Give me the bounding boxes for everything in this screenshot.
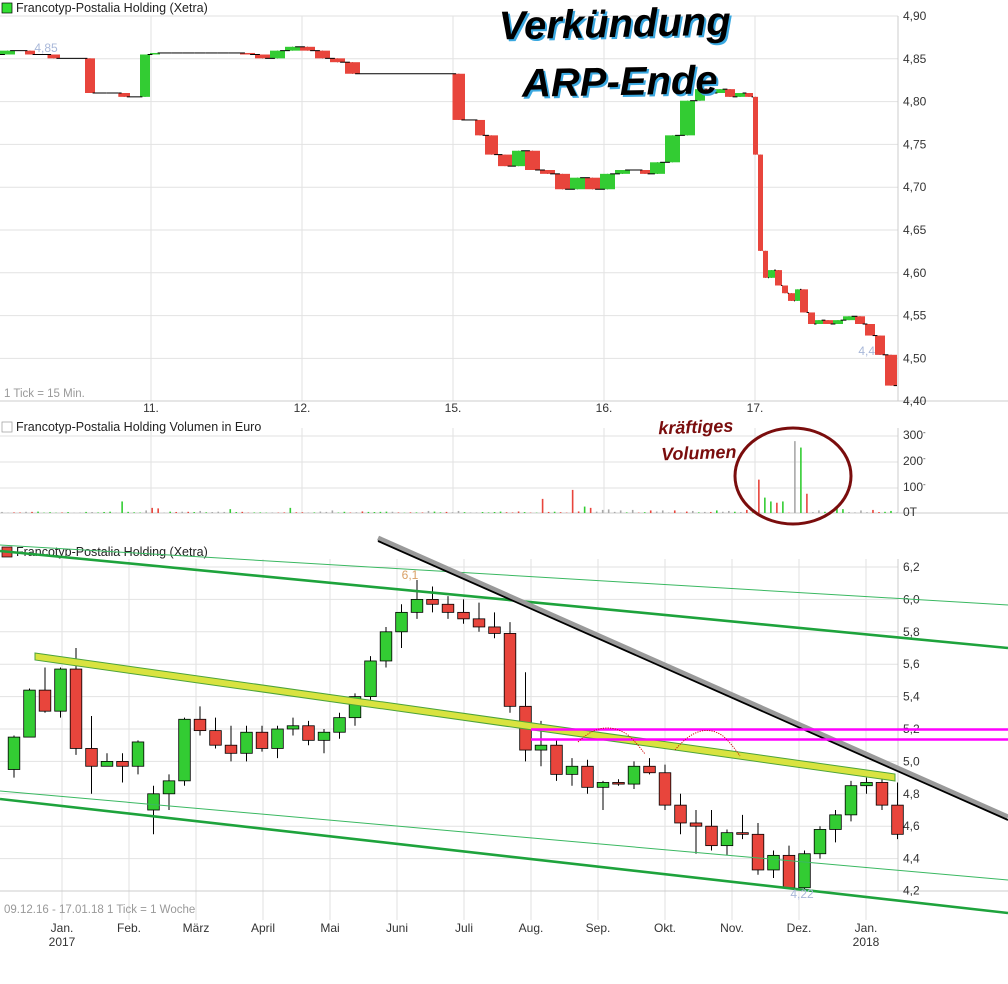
- svg-text:Juni: Juni: [386, 921, 408, 935]
- svg-text:16.: 16.: [596, 401, 613, 415]
- svg-text:4,50: 4,50: [903, 351, 927, 365]
- svg-text:Feb.: Feb.: [117, 921, 141, 935]
- svg-text:11.: 11.: [143, 401, 159, 415]
- svg-text:Aug.: Aug.: [519, 921, 544, 935]
- svg-text:4,2: 4,2: [903, 884, 920, 898]
- svg-text:Juli: Juli: [455, 921, 473, 935]
- svg-text:4,85: 4,85: [34, 41, 58, 55]
- svg-text:Volumen: Volumen: [661, 442, 737, 465]
- svg-text:200-: 200-: [903, 454, 926, 469]
- svg-text:Okt.: Okt.: [654, 921, 676, 935]
- svg-text:12.: 12.: [294, 401, 311, 415]
- svg-text:300-: 300-: [903, 428, 926, 443]
- svg-text:6,2: 6,2: [903, 560, 920, 574]
- svg-text:4,55: 4,55: [903, 309, 927, 323]
- svg-text:15.: 15.: [445, 401, 462, 415]
- svg-text:4,6: 4,6: [903, 819, 920, 833]
- svg-text:Dez.: Dez.: [787, 921, 812, 935]
- svg-text:4,90: 4,90: [903, 9, 927, 23]
- svg-text:5,4: 5,4: [903, 690, 920, 704]
- svg-text:2018: 2018: [853, 935, 880, 949]
- svg-text:4,40: 4,40: [903, 394, 927, 408]
- svg-text:Francotyp-Postalia Holding (Xe: Francotyp-Postalia Holding (Xetra): [16, 1, 208, 15]
- svg-text:Mai: Mai: [320, 921, 339, 935]
- svg-text:5,6: 5,6: [903, 657, 920, 671]
- svg-text:4,4: 4,4: [903, 852, 920, 866]
- svg-text:kräftiges: kräftiges: [658, 416, 734, 439]
- svg-text:4,22: 4,22: [790, 887, 814, 901]
- svg-text:1 Tick = 15 Min.: 1 Tick = 15 Min.: [4, 388, 85, 400]
- svg-text:0T: 0T: [903, 505, 918, 519]
- svg-text:6,1: 6,1: [402, 568, 419, 582]
- svg-text:5,8: 5,8: [903, 625, 920, 639]
- svg-text:Francotyp-Postalia Holding Vol: Francotyp-Postalia Holding Volumen in Eu…: [16, 420, 261, 434]
- svg-text:4,65: 4,65: [903, 223, 927, 237]
- svg-text:09.12.16 - 17.01.18 1 Tick =: 09.12.16 - 17.01.18 1 Tick = 1 Woche: [4, 904, 195, 916]
- svg-text:März: März: [183, 921, 210, 935]
- svg-text:100-: 100-: [903, 480, 926, 495]
- svg-text:Sep.: Sep.: [586, 921, 611, 935]
- svg-text:April: April: [251, 921, 275, 935]
- svg-text:4,8: 4,8: [903, 787, 920, 801]
- svg-text:17.: 17.: [747, 401, 764, 415]
- svg-text:4,75: 4,75: [903, 137, 927, 151]
- svg-text:Jan.: Jan.: [855, 921, 878, 935]
- svg-text:Nov.: Nov.: [720, 921, 744, 935]
- svg-text:4,85: 4,85: [903, 52, 927, 66]
- svg-text:4,80: 4,80: [903, 95, 927, 109]
- svg-text:Jan.: Jan.: [51, 921, 74, 935]
- svg-text:4,60: 4,60: [903, 266, 927, 280]
- svg-text:5,0: 5,0: [903, 754, 920, 768]
- svg-text:Verkündung: Verkündung: [498, 0, 731, 48]
- svg-text:4,70: 4,70: [903, 180, 927, 194]
- svg-text:ARP-Ende: ARP-Ende: [521, 58, 718, 105]
- svg-text:2017: 2017: [49, 935, 76, 949]
